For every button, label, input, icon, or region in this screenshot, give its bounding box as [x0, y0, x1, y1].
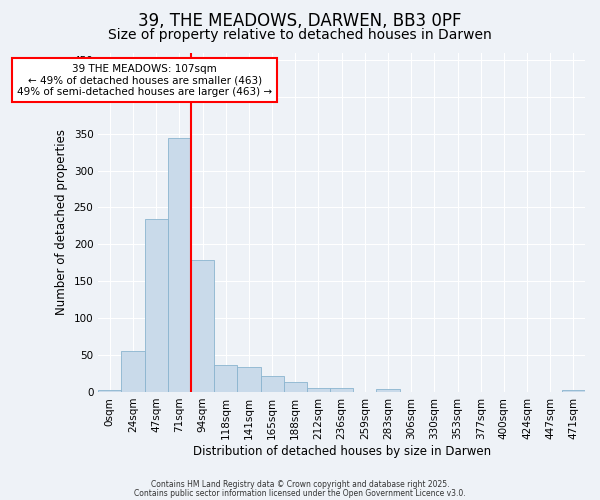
X-axis label: Distribution of detached houses by size in Darwen: Distribution of detached houses by size …	[193, 444, 491, 458]
Bar	[145, 220, 168, 392]
Bar	[260, 376, 284, 392]
Bar	[191, 260, 214, 392]
Y-axis label: Number of detached properties: Number of detached properties	[55, 129, 68, 315]
Bar	[214, 364, 238, 392]
Bar	[168, 138, 191, 392]
Text: 39, THE MEADOWS, DARWEN, BB3 0PF: 39, THE MEADOWS, DARWEN, BB3 0PF	[138, 12, 462, 30]
Text: Contains HM Land Registry data © Crown copyright and database right 2025.: Contains HM Land Registry data © Crown c…	[151, 480, 449, 489]
Text: Size of property relative to detached houses in Darwen: Size of property relative to detached ho…	[108, 28, 492, 42]
Bar	[307, 388, 330, 392]
Bar	[121, 352, 145, 392]
Bar	[376, 389, 400, 392]
Bar	[562, 390, 585, 392]
Bar	[238, 367, 260, 392]
Text: 39 THE MEADOWS: 107sqm
← 49% of detached houses are smaller (463)
49% of semi-de: 39 THE MEADOWS: 107sqm ← 49% of detached…	[17, 64, 272, 97]
Bar	[330, 388, 353, 392]
Bar	[284, 382, 307, 392]
Bar	[98, 390, 121, 392]
Text: Contains public sector information licensed under the Open Government Licence v3: Contains public sector information licen…	[134, 488, 466, 498]
